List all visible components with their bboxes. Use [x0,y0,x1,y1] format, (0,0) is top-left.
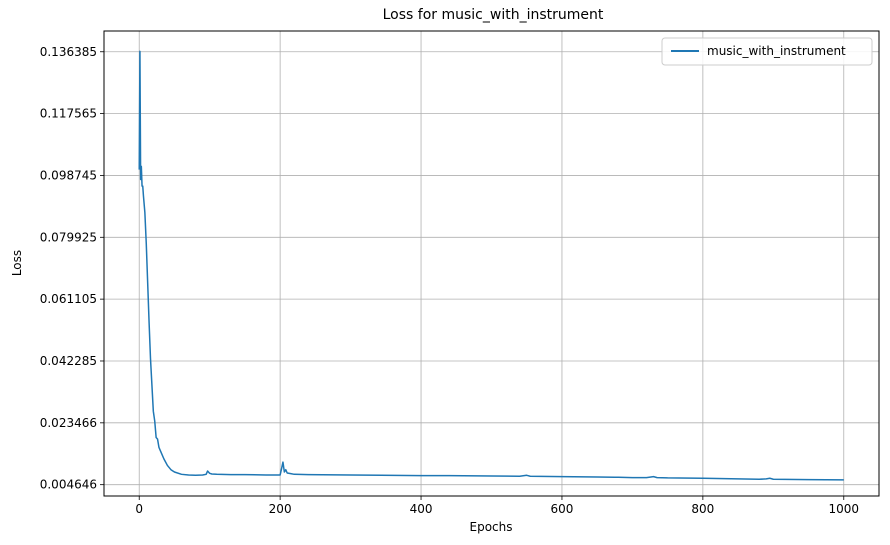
series-lines [138,50,844,481]
y-tick-label: 0.117565 [40,107,97,121]
y-tick-label: 0.098745 [40,168,97,182]
y-tick-label: 0.079925 [40,230,97,244]
x-tick-label: 600 [551,502,574,516]
legend-box [661,37,873,66]
x-tick-label: 800 [691,502,714,516]
grid-lines [104,31,879,496]
y-tick-label: 0.042285 [40,354,97,368]
x-tick-label: 0 [135,502,143,516]
plot-frame [103,30,880,497]
legend-label: music_with_instrument [707,44,846,58]
y-tick-label: 0.023466 [40,416,97,430]
y-tick-label: 0.061105 [40,292,97,306]
legend: music_with_instrument [661,37,873,66]
chart-title: Loss for music_with_instrument [383,7,604,23]
y-axis-label: Loss [10,250,24,276]
x-tick-label: 1000 [828,502,859,516]
x-tick-label: 200 [269,502,292,516]
x-tick-label: 400 [410,502,433,516]
y-axis-ticks: 0.004646 0.023466 0.042285 0.061105 0.079925… [40,45,104,492]
y-tick-label: 0.004646 [40,478,97,492]
x-axis-label: Epochs [470,520,513,534]
x-axis-ticks: 0 200 400 600 800 1000 [135,496,859,516]
y-tick-label: 0.136385 [40,45,97,59]
series-line [138,50,844,481]
